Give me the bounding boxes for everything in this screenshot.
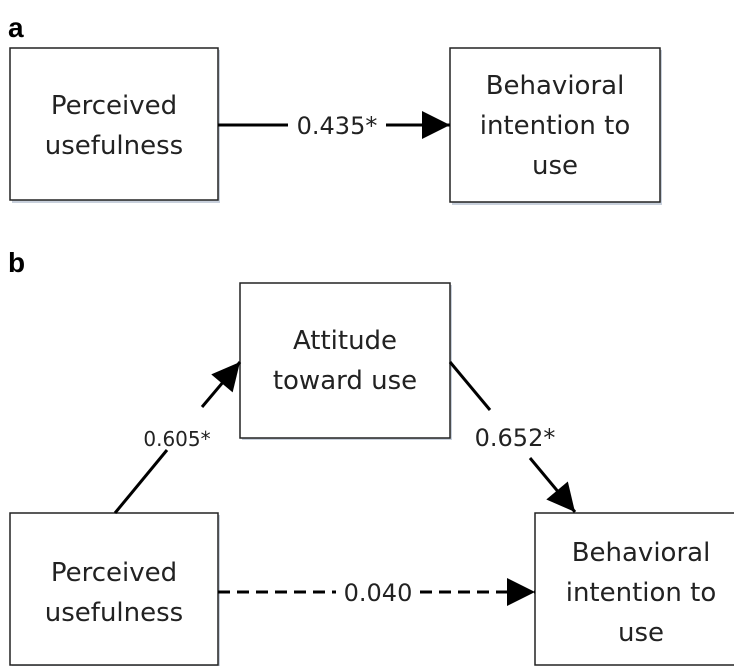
panel-label: b xyxy=(8,247,25,278)
node-label: usefulness xyxy=(45,131,183,161)
node-label: intention to xyxy=(566,578,717,608)
edge-line xyxy=(113,449,169,514)
node-box xyxy=(449,47,661,203)
node-box xyxy=(534,512,734,666)
edge-label: 0.652* xyxy=(475,424,556,452)
node-label: toward use xyxy=(273,366,417,396)
node-text: Perceived usefulness xyxy=(45,558,183,628)
edge-arrow xyxy=(528,457,577,513)
node-label: usefulness xyxy=(45,598,183,628)
node-label: Behavioral xyxy=(486,71,625,101)
node-box xyxy=(9,47,219,201)
node-box xyxy=(9,512,219,666)
node-text: Attitude toward use xyxy=(273,326,417,396)
edge-label: 0.605* xyxy=(143,427,210,451)
node-label: Perceived xyxy=(51,558,177,588)
node-text: Behavioral intention to use xyxy=(480,71,631,181)
node-label: Behavioral xyxy=(572,538,711,568)
panel-label: a xyxy=(8,12,24,43)
node-label: Attitude xyxy=(293,326,397,356)
node-box xyxy=(239,282,451,439)
edge-line xyxy=(448,361,492,411)
node-label: intention to xyxy=(480,111,631,141)
node-label: use xyxy=(618,618,664,648)
edge-label: 0.435* xyxy=(297,112,378,140)
node-text: Behavioral intention to use xyxy=(566,538,717,648)
edge-arrow xyxy=(200,361,242,408)
edge-label: 0.040 xyxy=(344,579,413,607)
node-label: use xyxy=(532,151,578,181)
node-label: Perceived xyxy=(51,91,177,121)
node-text: Perceived usefulness xyxy=(45,91,183,161)
